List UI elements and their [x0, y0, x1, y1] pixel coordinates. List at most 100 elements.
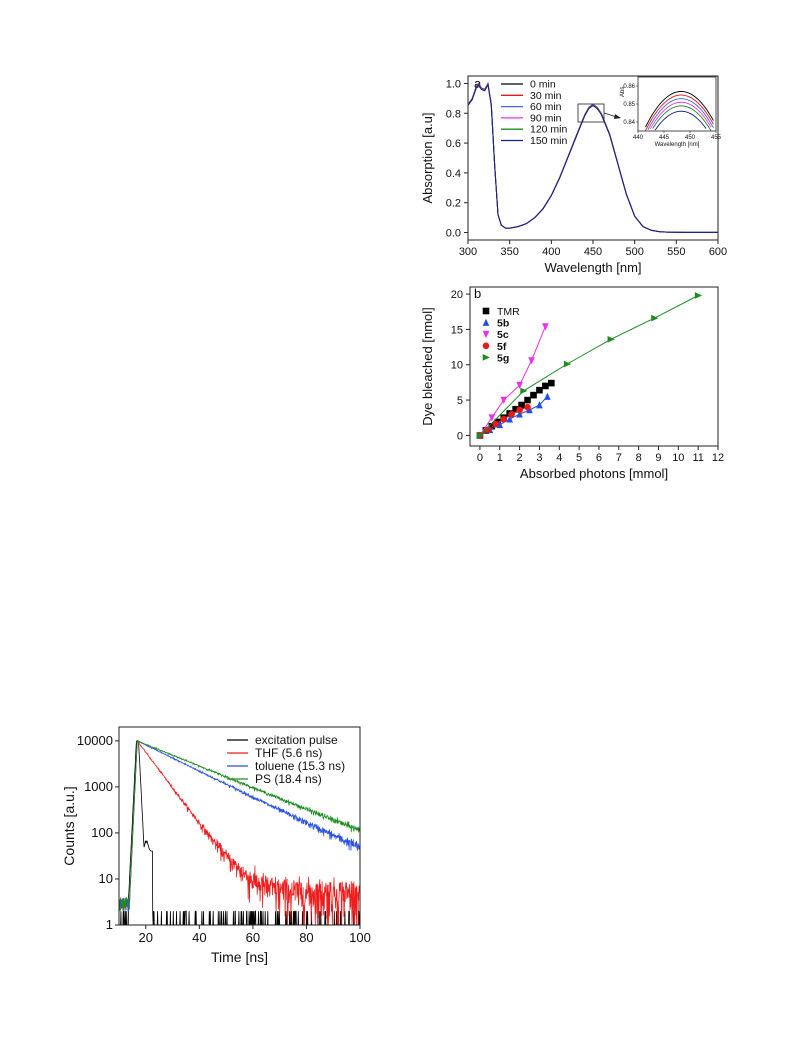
inset-x-tick-label: 450	[685, 135, 696, 141]
inset-x-tick-label: 455	[711, 135, 722, 141]
inset-x-axis-label: Wavelength [nm]	[655, 142, 700, 148]
plot-area	[119, 739, 360, 925]
x-tick-label: 4	[556, 452, 562, 464]
plot-frame	[469, 286, 719, 447]
legend-label: PS (18.4 ns)	[255, 772, 322, 786]
x-tick-label: 7	[616, 452, 622, 464]
legend-marker	[482, 342, 490, 350]
x-tick-label: 9	[655, 452, 661, 464]
y-tick-label: 0	[457, 430, 463, 442]
data-point	[544, 392, 551, 400]
x-tick-label: 100	[349, 930, 371, 945]
data-point	[536, 386, 543, 394]
y-tick-label: 0.4	[446, 168, 461, 180]
data-point	[542, 382, 549, 390]
data-point	[512, 405, 519, 413]
data-point	[516, 381, 523, 390]
y-tick-label: 0.8	[446, 108, 461, 120]
y-tick-label: 0.0	[446, 228, 461, 240]
data-point	[528, 357, 535, 365]
x-tick-label: 1	[497, 452, 503, 464]
legend-label: toluene (15.3 ns)	[255, 759, 345, 773]
series-line-decay	[119, 740, 360, 912]
y-tick-label: 0.6	[446, 138, 461, 150]
x-tick-label: 0	[477, 452, 483, 464]
legend-marker	[482, 307, 490, 315]
inset-series-line	[649, 101, 712, 130]
y-tick-label: 15	[451, 324, 463, 336]
x-tick-label: 11	[692, 452, 703, 464]
x-tick-label: 10	[672, 452, 684, 464]
inset-series-line	[645, 94, 714, 131]
x-tick-label: 400	[542, 246, 560, 258]
data-point	[548, 379, 555, 387]
data-point	[524, 403, 531, 411]
y-tick-label: 10	[99, 871, 113, 886]
data-point	[524, 396, 531, 404]
data-point	[476, 432, 484, 439]
x-tick-label: 80	[299, 930, 313, 945]
x-tick-label: 8	[636, 452, 642, 464]
data-point	[516, 410, 523, 418]
x-tick-label: 450	[584, 246, 602, 258]
y-axis-label: Absorption [a.u]	[420, 112, 435, 203]
data-point	[484, 426, 492, 434]
data-point	[508, 410, 515, 418]
panel-label: a	[474, 76, 482, 91]
legend-label: 120 min	[530, 124, 568, 136]
data-point	[536, 401, 543, 409]
series-line-decay	[119, 739, 360, 911]
inset-y-tick-label: 0.86	[623, 84, 635, 90]
inset-series-line	[645, 90, 714, 128]
data-point	[542, 323, 549, 331]
data-point	[500, 396, 508, 404]
data-point	[500, 415, 508, 423]
legend-label: 5b	[497, 318, 509, 330]
y-tick-label: 10	[451, 360, 463, 372]
inset-y-tick-label: 0.85	[623, 102, 635, 108]
legend-label: 150 min	[530, 135, 568, 147]
data-point	[694, 292, 703, 299]
fit-line	[479, 295, 699, 436]
data-point	[516, 406, 523, 414]
data-point	[607, 335, 615, 343]
y-axis-label: Dye bleached [nmol]	[420, 307, 435, 426]
data-point	[518, 401, 525, 409]
legend-label: 60 min	[530, 101, 562, 113]
legend-label: 5g	[497, 352, 509, 364]
x-tick-label: 500	[625, 246, 643, 258]
panel-label: b	[474, 286, 481, 301]
legend-label: 90 min	[530, 112, 562, 124]
x-tick-label: 20	[139, 930, 153, 945]
x-tick-label: 300	[459, 246, 477, 258]
zoom-arrow-head	[614, 114, 621, 119]
legend-label: 5f	[497, 341, 507, 353]
chart-panel-a: 300 350 400 450 500 550 600 0.0 0.2 0.4 0.6 0.8 1.0 W…	[420, 75, 727, 275]
y-tick-label: 10000	[77, 733, 113, 748]
y-tick-label: 1000	[84, 779, 113, 794]
legend-label: 30 min	[530, 90, 562, 102]
x-tick-label: 40	[192, 930, 206, 945]
legend-marker	[482, 318, 490, 326]
inset-x-tick-label: 445	[659, 135, 670, 141]
legend-label: TMR	[497, 306, 520, 318]
data-point	[506, 415, 513, 423]
data-point	[563, 360, 572, 368]
y-tick-label: 0.2	[446, 198, 461, 210]
legend-label: 0 min	[530, 79, 556, 91]
y-tick-label: 100	[91, 825, 113, 840]
x-tick-label: 550	[667, 246, 685, 258]
inset-frame	[637, 76, 717, 132]
legend-label: 5c	[497, 329, 509, 341]
y-tick-label: 20	[451, 289, 463, 301]
fit-line	[479, 326, 546, 436]
data-point	[651, 314, 659, 322]
x-tick-label: 3	[536, 452, 542, 464]
x-tick-label: 12	[712, 452, 724, 464]
series-line	[467, 83, 718, 233]
y-tick-label: 5	[457, 395, 463, 407]
y-axis-label: Counts [a.u.]	[61, 786, 77, 865]
legend-marker	[482, 354, 490, 361]
legend-label: excitation pulse	[255, 733, 338, 747]
